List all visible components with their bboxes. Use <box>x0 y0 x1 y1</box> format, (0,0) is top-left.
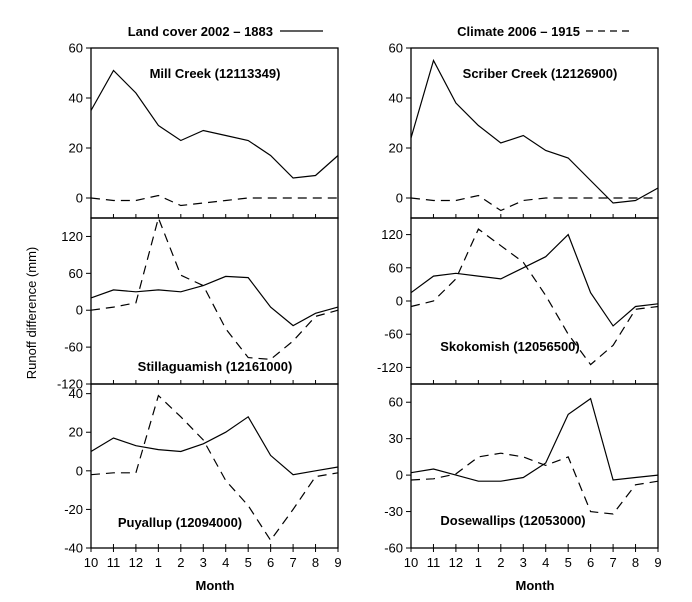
panel-title: Mill Creek (12113349) <box>150 66 281 81</box>
x-tick-label: 3 <box>200 555 207 570</box>
panel-title: Dosewallips (12053000) <box>440 513 585 528</box>
panel-title: Stillaguamish (12161000) <box>138 359 293 374</box>
panel-frame <box>90 383 339 549</box>
y-tick-label: -20 <box>64 502 83 517</box>
panel-2: -120 -60 0 60 120 Stillaguamish (12161000) <box>57 216 339 392</box>
x-tick-label: 10 <box>404 555 418 570</box>
series-line-land-cover <box>410 397 659 482</box>
x-tick-label: 10 <box>84 555 98 570</box>
x-tick-label: 6 <box>587 555 594 570</box>
series-line-land-cover <box>90 275 339 327</box>
panel-frame <box>410 217 659 385</box>
y-tick-label: 20 <box>69 425 83 440</box>
y-tick-label: 40 <box>69 91 83 106</box>
y-tick-label: -120 <box>57 377 83 392</box>
series-line-land-cover <box>410 233 659 327</box>
y-tick-label: 0 <box>396 294 403 309</box>
y-tick-label: -60 <box>384 327 403 342</box>
x-tick-label: 2 <box>177 555 184 570</box>
y-tick-label: 40 <box>389 91 403 106</box>
y-tick-label: 20 <box>69 141 83 156</box>
series-line-climate <box>410 228 659 366</box>
series-line-climate <box>90 394 339 542</box>
y-tick-label: 120 <box>381 227 403 242</box>
series-line-land-cover <box>90 69 339 179</box>
y-tick-label: 60 <box>389 41 403 56</box>
y-tick-label: -60 <box>384 541 403 556</box>
x-tick-label: 1 <box>475 555 482 570</box>
y-tick-label: 30 <box>389 431 403 446</box>
y-tick-label: 0 <box>396 191 403 206</box>
x-tick-label: 12 <box>129 555 143 570</box>
panel-title: Puyallup (12094000) <box>118 515 242 530</box>
x-tick-label: 11 <box>107 555 121 570</box>
series-line-land-cover <box>410 58 659 204</box>
y-tick-label: 60 <box>389 395 403 410</box>
series-line-climate <box>410 452 659 515</box>
y-tick-label: 0 <box>76 463 83 478</box>
y-tick-label: 20 <box>389 141 403 156</box>
legend-label-climate: Climate 2006 – 1915 <box>457 24 580 39</box>
y-tick-label: -30 <box>384 504 403 519</box>
panel-1: 0 20 40 60 Scriber Creek (12126900) <box>389 41 659 219</box>
x-tick-label: 1 <box>155 555 162 570</box>
y-tick-label: 60 <box>389 260 403 275</box>
y-tick-label: 40 <box>69 386 83 401</box>
x-tick-label: 4 <box>542 555 549 570</box>
y-tick-label: 60 <box>69 266 83 281</box>
panel-0: 0 20 40 60 Mill Creek (12113349) <box>69 41 339 219</box>
x-tick-label: 7 <box>289 555 296 570</box>
y-tick-label: 120 <box>61 229 83 244</box>
series-line-climate <box>90 216 339 361</box>
series-line-climate <box>90 194 338 207</box>
x-tick-label: 7 <box>609 555 616 570</box>
x-tick-label: 8 <box>312 555 319 570</box>
y-tick-label: -60 <box>64 340 83 355</box>
x-tick-label: 9 <box>334 555 341 570</box>
panel-3: -120 -60 0 60 120 Skokomish (12056500) <box>377 217 659 385</box>
y-tick-label: 60 <box>69 41 83 56</box>
x-tick-label: 5 <box>245 555 252 570</box>
x-axis-title-right: Month <box>516 578 555 593</box>
x-tick-label: 3 <box>520 555 527 570</box>
x-tick-label: 8 <box>632 555 639 570</box>
x-tick-label: 12 <box>449 555 463 570</box>
x-tick-label: 9 <box>654 555 661 570</box>
x-tick-label: 2 <box>497 555 504 570</box>
x-tick-label: 6 <box>267 555 274 570</box>
x-tick-label: 5 <box>565 555 572 570</box>
series-line-land-cover <box>90 415 339 476</box>
y-tick-label: 0 <box>76 191 83 206</box>
y-tick-label: 0 <box>76 303 83 318</box>
panel-frame <box>410 383 659 549</box>
x-tick-label: 11 <box>427 555 441 570</box>
panel-title: Scriber Creek (12126900) <box>463 66 618 81</box>
y-tick-label: 0 <box>396 468 403 483</box>
y-tick-label: -40 <box>64 541 83 556</box>
series-line-climate <box>410 194 658 212</box>
legend: Land cover 2002 – 1883 Climate 2006 – 19… <box>128 24 630 39</box>
x-tick-label: 4 <box>222 555 229 570</box>
y-axis-title: Runoff difference (mm) <box>24 247 39 379</box>
y-tick-label: -120 <box>377 360 403 375</box>
panel-title: Skokomish (12056500) <box>440 339 579 354</box>
x-axis-title-left: Month <box>196 578 235 593</box>
legend-label-land-cover: Land cover 2002 – 1883 <box>128 24 273 39</box>
